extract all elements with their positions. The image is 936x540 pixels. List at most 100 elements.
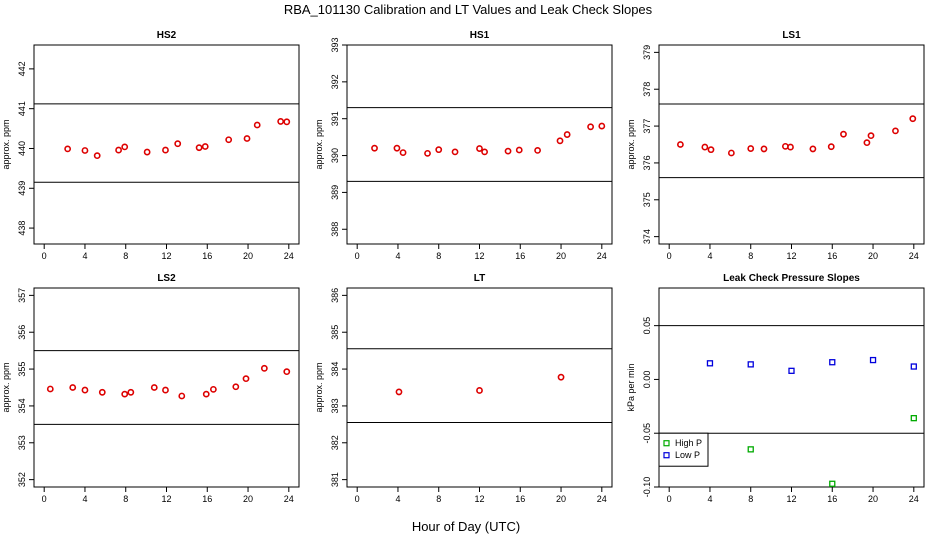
data-point (435, 146, 443, 154)
data-point (121, 390, 129, 398)
x-tick-label: 16 (515, 251, 525, 261)
data-point (81, 147, 89, 154)
y-tick-label: -0.10 (642, 477, 652, 498)
x-tick-label: 20 (868, 251, 878, 261)
x-tick-label: 24 (597, 494, 607, 504)
x-tick-label: 12 (474, 251, 484, 261)
data-point (393, 144, 401, 152)
data-point (232, 383, 240, 391)
legend-marker (663, 440, 670, 447)
data-point (788, 367, 795, 374)
data-point (283, 368, 291, 376)
y-tick-label: 385 (330, 325, 340, 340)
data-point (260, 364, 268, 372)
panel-title: LT (474, 273, 485, 284)
data-point (840, 130, 847, 138)
data-point (174, 140, 182, 148)
y-axis-label: approx. ppm (314, 119, 324, 169)
data-point (69, 384, 77, 391)
y-tick-label: 356 (17, 325, 27, 340)
x-tick-label: 4 (707, 494, 712, 504)
y-tick-label: 440 (17, 141, 27, 156)
data-point (910, 415, 917, 422)
data-point (209, 385, 217, 393)
x-tick-label: 12 (474, 494, 484, 504)
data-point (587, 123, 594, 131)
panel-5: LT approx. ppm 0 4 8 12 16 20 24 381 382 383 384 385 3… (314, 273, 613, 504)
data-point (243, 135, 251, 142)
figure-x-axis-label: Hour of Day (UTC) (412, 519, 520, 534)
y-tick-label: 382 (330, 435, 340, 450)
data-point (201, 143, 209, 150)
data-point (277, 118, 285, 125)
data-point (98, 388, 106, 396)
data-point (677, 141, 684, 148)
data-point (93, 152, 101, 160)
panel-6: Leak Check Pressure Slopes kPa per min 0 4 8… (626, 273, 925, 504)
data-point (563, 131, 571, 138)
panel-title: Leak Check Pressure Slopes (723, 273, 860, 284)
y-tick-label: 386 (330, 288, 340, 303)
x-tick-label: 4 (395, 494, 400, 504)
data-point (127, 388, 135, 396)
data-point (867, 132, 875, 140)
data-point (910, 363, 917, 370)
y-tick-label: 355 (17, 362, 27, 377)
y-tick-label: 376 (642, 155, 652, 170)
data-point (504, 147, 512, 155)
data-point (701, 143, 709, 151)
y-tick-label: 439 (17, 181, 27, 196)
x-tick-label: 20 (243, 494, 253, 504)
y-tick-label: 352 (17, 472, 27, 487)
x-tick-label: 12 (786, 494, 796, 504)
x-tick-label: 12 (786, 251, 796, 261)
data-point (451, 148, 459, 156)
y-tick-label: 442 (17, 61, 27, 76)
x-tick-label: 0 (667, 251, 672, 261)
x-tick-label: 24 (284, 494, 294, 504)
y-axis-label: kPa per min (626, 363, 636, 411)
x-tick-label: 16 (202, 251, 212, 261)
data-point (892, 127, 899, 135)
y-tick-label: 381 (330, 472, 340, 487)
y-axis-label: approx. ppm (314, 362, 324, 412)
data-point (399, 149, 407, 157)
x-tick-label: 16 (202, 494, 212, 504)
data-point (253, 121, 261, 129)
y-tick-label: 0.00 (642, 371, 652, 389)
data-point (178, 392, 186, 400)
data-point (143, 148, 151, 156)
data-point (81, 386, 89, 394)
x-tick-label: 12 (161, 251, 171, 261)
data-point (747, 145, 755, 152)
data-point (115, 146, 122, 154)
data-point (557, 373, 565, 381)
legend: High P Low P (658, 432, 709, 467)
y-tick-label: 441 (17, 101, 27, 116)
y-tick-label: 438 (17, 221, 27, 236)
data-point (515, 146, 523, 154)
panel-title: LS1 (782, 30, 801, 41)
x-tick-label: 0 (667, 494, 672, 504)
data-point (829, 359, 836, 366)
y-tick-label: 384 (330, 362, 340, 377)
data-point (64, 145, 72, 153)
y-tick-label: 390 (330, 148, 340, 163)
panel-3: LS1 approx. ppm 0 4 8 12 16 20 24 374 375 376 377 378… (626, 30, 925, 261)
data-point (534, 146, 541, 154)
panel-2: HS1 approx. ppm 0 4 8 12 16 20 24 388 389 390 391 392… (314, 30, 613, 261)
data-point (706, 360, 714, 367)
y-tick-label: 389 (330, 185, 340, 200)
legend-label: High P (675, 438, 702, 448)
data-point (162, 386, 169, 394)
panel-title: HS1 (470, 30, 490, 41)
data-point (225, 136, 233, 144)
x-tick-label: 8 (436, 251, 441, 261)
x-tick-label: 16 (515, 494, 525, 504)
x-tick-label: 4 (707, 251, 712, 261)
x-tick-label: 4 (395, 251, 400, 261)
legend-label: Low P (675, 450, 700, 460)
y-tick-label: 379 (642, 45, 652, 60)
panel-1: HS2 approx. ppm 0 4 8 12 16 20 24 438 439 440 441 442 (1, 30, 300, 261)
x-tick-label: 0 (355, 251, 360, 261)
